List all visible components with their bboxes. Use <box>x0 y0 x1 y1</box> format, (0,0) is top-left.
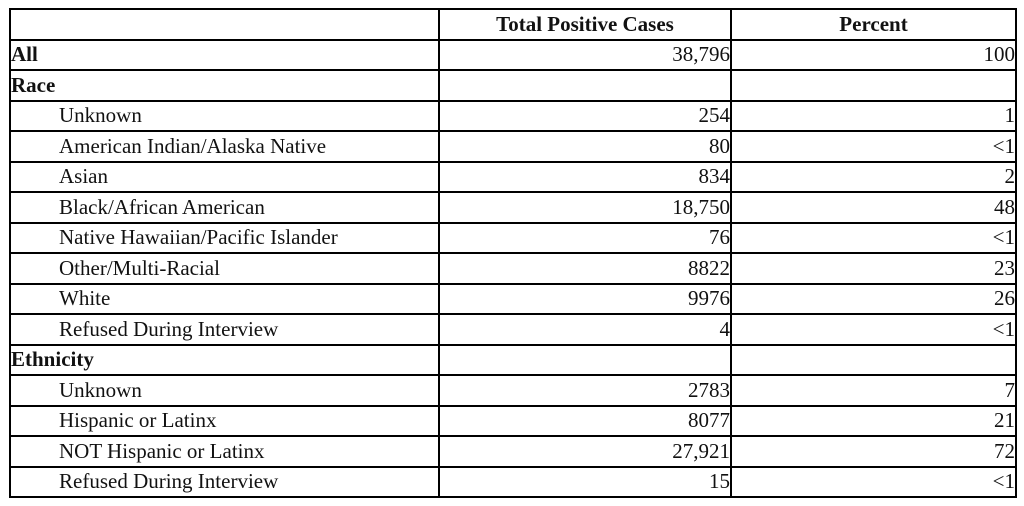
percent-cell: 2 <box>730 160 1017 193</box>
table-row: Native Hawaiian/Pacific Islander 76 <1 <box>9 221 1017 254</box>
table-row: White 9976 26 <box>9 282 1017 315</box>
total-positive-cases-cell <box>438 343 732 376</box>
row-label-cell: Refused During Interview <box>9 465 440 498</box>
column-header-category <box>9 8 440 41</box>
percent-cell: 100 <box>730 38 1017 71</box>
table-row: American Indian/Alaska Native 80 <1 <box>9 130 1017 163</box>
percent-cell: 1 <box>730 99 1017 132</box>
total-positive-cases-cell: 15 <box>438 465 732 498</box>
row-label-cell: Race <box>9 69 440 102</box>
row-label-cell: Ethnicity <box>9 343 440 376</box>
column-header-total-positive-cases: Total Positive Cases <box>438 8 732 41</box>
row-label-cell: Hispanic or Latinx <box>9 404 440 437</box>
total-positive-cases-cell: 2783 <box>438 374 732 407</box>
row-label-cell: Other/Multi-Racial <box>9 252 440 285</box>
table-body: All 38,796 100 Race Unknown 254 1 American Indi… <box>9 38 1017 498</box>
table-row: Asian 834 2 <box>9 160 1017 193</box>
total-positive-cases-cell <box>438 69 732 102</box>
percent-cell: 26 <box>730 282 1017 315</box>
percent-cell: 23 <box>730 252 1017 285</box>
row-label-cell: Native Hawaiian/Pacific Islander <box>9 221 440 254</box>
total-positive-cases-cell: 38,796 <box>438 38 732 71</box>
table-row: Unknown 2783 7 <box>9 374 1017 407</box>
total-positive-cases-cell: 80 <box>438 130 732 163</box>
column-header-percent: Percent <box>730 8 1017 41</box>
table-row: Hispanic or Latinx 8077 21 <box>9 404 1017 437</box>
percent-cell: 72 <box>730 435 1017 468</box>
table-row: Race <box>9 69 1017 102</box>
percent-cell: <1 <box>730 465 1017 498</box>
table-row: Other/Multi-Racial 8822 23 <box>9 252 1017 285</box>
total-positive-cases-cell: 4 <box>438 313 732 346</box>
row-label-cell: Refused During Interview <box>9 313 440 346</box>
table-row: Refused During Interview 15 <1 <box>9 465 1017 498</box>
row-label-cell: NOT Hispanic or Latinx <box>9 435 440 468</box>
percent-cell: <1 <box>730 130 1017 163</box>
total-positive-cases-cell: 27,921 <box>438 435 732 468</box>
table-row: Unknown 254 1 <box>9 99 1017 132</box>
table-row: All 38,796 100 <box>9 38 1017 71</box>
total-positive-cases-cell: 254 <box>438 99 732 132</box>
total-positive-cases-cell: 8077 <box>438 404 732 437</box>
row-label-cell: American Indian/Alaska Native <box>9 130 440 163</box>
row-label-cell: All <box>9 38 440 71</box>
row-label-cell: White <box>9 282 440 315</box>
percent-cell: 48 <box>730 191 1017 224</box>
table-row: Black/African American 18,750 48 <box>9 191 1017 224</box>
percent-cell <box>730 343 1017 376</box>
percent-cell: 7 <box>730 374 1017 407</box>
row-label-cell: Asian <box>9 160 440 193</box>
table-row: Refused During Interview 4 <1 <box>9 313 1017 346</box>
percent-cell <box>730 69 1017 102</box>
percent-cell: <1 <box>730 221 1017 254</box>
row-label-cell: Unknown <box>9 374 440 407</box>
header-row: Total Positive Cases Percent <box>9 8 1017 41</box>
total-positive-cases-cell: 18,750 <box>438 191 732 224</box>
table-row: Ethnicity <box>9 343 1017 376</box>
positive-cases-by-race-ethnicity-table: Total Positive Cases Percent All 38,796 10… <box>9 8 1017 498</box>
row-label-cell: Black/African American <box>9 191 440 224</box>
total-positive-cases-cell: 9976 <box>438 282 732 315</box>
table-row: NOT Hispanic or Latinx 27,921 72 <box>9 435 1017 468</box>
total-positive-cases-cell: 76 <box>438 221 732 254</box>
percent-cell: 21 <box>730 404 1017 437</box>
percent-cell: <1 <box>730 313 1017 346</box>
total-positive-cases-cell: 8822 <box>438 252 732 285</box>
row-label-cell: Unknown <box>9 99 440 132</box>
total-positive-cases-cell: 834 <box>438 160 732 193</box>
